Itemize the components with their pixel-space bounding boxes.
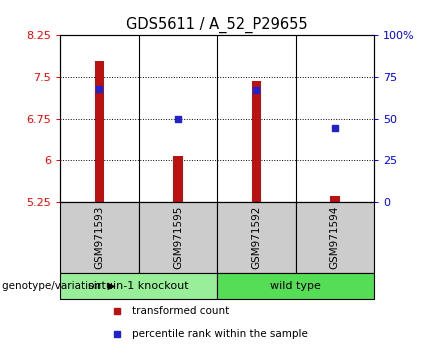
Bar: [252, 81, 261, 202]
Title: GDS5611 / A_52_P29655: GDS5611 / A_52_P29655: [126, 16, 308, 33]
Bar: [138, 202, 217, 273]
Text: GSM971593: GSM971593: [95, 206, 104, 269]
Bar: [60, 273, 217, 299]
Bar: [217, 273, 374, 299]
Bar: [60, 202, 138, 273]
Text: wild type: wild type: [270, 281, 321, 291]
Text: GSM971595: GSM971595: [173, 206, 183, 269]
Text: percentile rank within the sample: percentile rank within the sample: [132, 329, 308, 339]
Bar: [217, 202, 296, 273]
Text: sirtuin-1 knockout: sirtuin-1 knockout: [88, 281, 189, 291]
Bar: [95, 62, 104, 202]
Bar: [173, 156, 183, 202]
Text: GSM971592: GSM971592: [252, 206, 261, 269]
Text: transformed count: transformed count: [132, 306, 230, 316]
Text: GSM971594: GSM971594: [330, 206, 340, 269]
Bar: [330, 196, 340, 202]
Bar: [296, 202, 374, 273]
Text: genotype/variation  ▶: genotype/variation ▶: [2, 281, 116, 291]
